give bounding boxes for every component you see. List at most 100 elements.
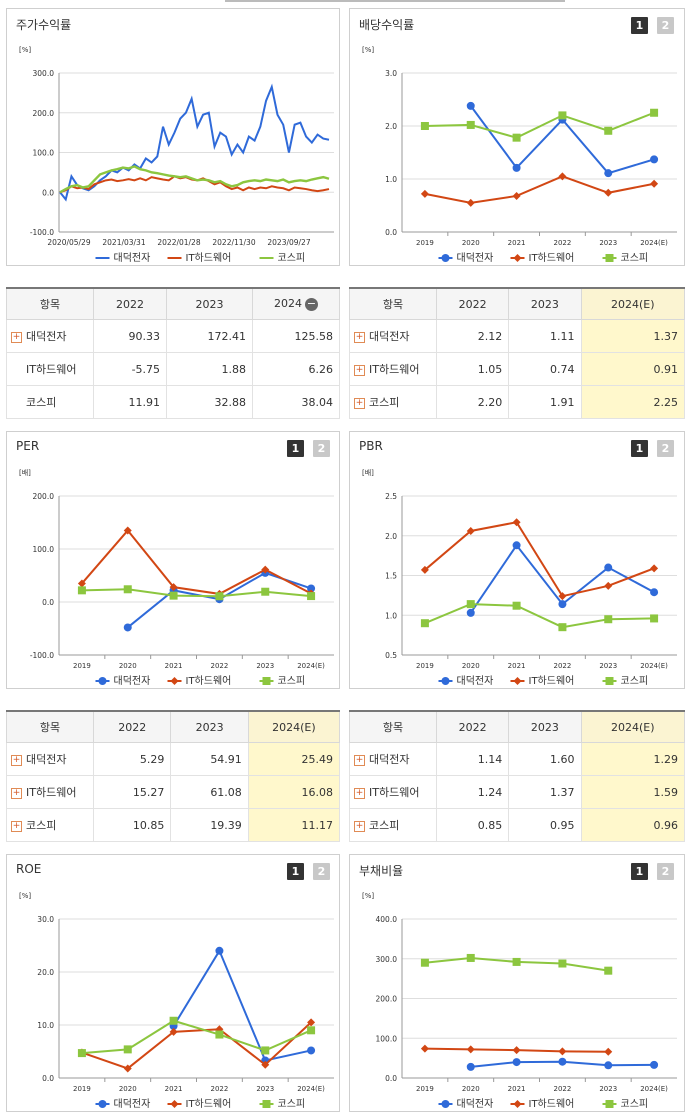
x-tick-label: 2024(E) xyxy=(640,1085,668,1093)
expand-plus-icon[interactable]: + xyxy=(11,787,22,799)
cell-value: 125.58 xyxy=(252,319,340,353)
cell-value: 54.91 xyxy=(170,742,249,776)
row-name: IT하드웨어 xyxy=(6,352,94,386)
data-point xyxy=(77,579,86,588)
table-row: 코스피 11.91 32.88 38.04 xyxy=(6,385,340,419)
data-point xyxy=(215,1030,224,1039)
expand-plus-icon[interactable]: + xyxy=(354,787,365,799)
legend-item[interactable]: IT하드웨어 xyxy=(510,251,575,264)
page-2-button[interactable]: 2 xyxy=(313,440,330,457)
row-name: + 코스피 xyxy=(6,808,94,842)
data-point xyxy=(650,614,659,623)
panel-title: 배당수익률 xyxy=(359,18,415,32)
legend-marker xyxy=(98,677,107,685)
table-row: IT하드웨어 -5.75 1.88 6.26 xyxy=(6,352,340,386)
header-year: 2024(E) xyxy=(580,287,686,320)
legend-item[interactable]: IT하드웨어 xyxy=(167,251,232,264)
page-1-button[interactable]: 1 xyxy=(631,440,648,457)
legend-item[interactable]: 대덕전자 xyxy=(438,675,494,687)
legend-label: 코스피 xyxy=(278,252,306,264)
series-IT하드웨어 xyxy=(420,172,659,207)
page-1-button[interactable]: 1 xyxy=(287,440,304,457)
x-tick-label: 2023/09/27 xyxy=(267,238,310,247)
page-2-button[interactable]: 2 xyxy=(657,17,674,34)
expand-plus-icon[interactable]: + xyxy=(11,754,22,766)
header-year: 2024− xyxy=(252,287,340,320)
data-point xyxy=(512,163,521,172)
y-tick-label: 1.0 xyxy=(385,175,397,184)
header-year: 2022 xyxy=(435,710,510,743)
expand-plus-icon[interactable]: + xyxy=(354,820,365,832)
header-item: 항목 xyxy=(349,287,437,320)
legend-item[interactable]: 코스피 xyxy=(259,675,306,687)
cell-value: 1.14 xyxy=(435,742,510,776)
unit-label: [%] xyxy=(362,46,374,54)
table-row: + IT하드웨어 1.24 1.37 1.59 xyxy=(349,775,686,809)
page-1-button[interactable]: 1 xyxy=(631,863,648,880)
cell-value: 0.91 xyxy=(580,352,686,386)
data-point xyxy=(261,587,270,596)
data-point xyxy=(215,592,224,601)
panel-title: 주가수익률 xyxy=(16,18,72,32)
data-point xyxy=(420,958,429,967)
minus-icon[interactable]: − xyxy=(305,296,319,311)
x-tick-label: 2024(E) xyxy=(297,1085,325,1093)
cell-value: 0.74 xyxy=(508,352,582,386)
data-point xyxy=(604,169,613,178)
data-point xyxy=(604,126,613,135)
panel-pbr: PBR 1 2 [배] 2.5 2.0 1.5 1.0 0.5 2019 2020 2021 20… xyxy=(349,431,685,689)
debt-ratio-chart: [%] 400.0 300.0 200.0 100.0 0.0 2019 2020 2021 20… xyxy=(362,892,677,1110)
cell-value: 0.95 xyxy=(508,808,582,842)
stock-return-table: 항목 2022 2023 2024− + 대덕전자 90.33 172.41 125.58 IT하… xyxy=(6,287,340,419)
legend-item[interactable]: 대덕전자 xyxy=(438,252,494,264)
expand-plus-icon[interactable]: + xyxy=(11,820,22,832)
expand-plus-icon[interactable]: + xyxy=(354,364,365,376)
legend-label: 코스피 xyxy=(621,1098,649,1110)
legend-item[interactable]: 대덕전자 xyxy=(95,675,151,687)
row-name: 코스피 xyxy=(6,385,94,419)
legend-item[interactable]: IT하드웨어 xyxy=(510,674,575,687)
legend-item[interactable]: 코스피 xyxy=(259,1098,306,1110)
page-1-button[interactable]: 1 xyxy=(631,17,648,34)
expand-plus-icon[interactable]: + xyxy=(11,331,22,343)
series-line xyxy=(81,1021,312,1070)
data-point xyxy=(512,133,521,142)
data-point xyxy=(77,1049,86,1058)
per-chart: [배] 200.0 100.0 0.0 -100.0 2019 2020 2021 2022 20… xyxy=(19,468,334,687)
unit-label: [배] xyxy=(362,468,374,477)
legend-item[interactable]: 코스피 xyxy=(602,1098,649,1110)
legend-item[interactable]: 코스피 xyxy=(602,675,649,687)
legend-item[interactable]: IT하드웨어 xyxy=(510,1097,575,1110)
page-2-button[interactable]: 2 xyxy=(657,863,674,880)
series-코스피 xyxy=(420,600,659,632)
cell-value: -5.75 xyxy=(92,352,168,386)
legend-item[interactable]: 코스피 xyxy=(259,252,306,264)
page-2-button[interactable]: 2 xyxy=(313,863,330,880)
legend-item[interactable]: 대덕전자 xyxy=(438,1098,494,1110)
legend-label: 대덕전자 xyxy=(457,252,494,264)
header-year: 2022 xyxy=(435,287,510,320)
legend-item[interactable]: IT하드웨어 xyxy=(167,674,232,687)
legend-label: IT하드웨어 xyxy=(529,1097,575,1110)
series-line xyxy=(424,521,655,598)
row-name: + 코스피 xyxy=(349,385,437,419)
expand-plus-icon[interactable]: + xyxy=(354,331,365,343)
expand-plus-icon[interactable]: + xyxy=(354,397,365,409)
legend-item[interactable]: 코스피 xyxy=(602,252,649,264)
data-point xyxy=(558,592,567,601)
cell-value: 1.37 xyxy=(580,319,686,353)
legend-item[interactable]: 대덕전자 xyxy=(95,1098,151,1110)
data-point xyxy=(123,1045,132,1054)
legend-item[interactable]: IT하드웨어 xyxy=(167,1097,232,1110)
data-point xyxy=(650,1060,659,1069)
panel-debt-ratio: 부채비율 1 2 [%] 400.0 300.0 200.0 100.0 0.0 2019 2… xyxy=(349,854,685,1112)
page-2-button[interactable]: 2 xyxy=(657,440,674,457)
top-strip xyxy=(225,0,565,2)
x-tick-label: 2022 xyxy=(554,662,572,670)
legend-item[interactable]: 대덕전자 xyxy=(95,252,151,264)
series-코스피 xyxy=(420,953,613,975)
legend-label: 대덕전자 xyxy=(114,252,151,264)
legend-label: 코스피 xyxy=(278,1098,306,1110)
expand-plus-icon[interactable]: + xyxy=(354,754,365,766)
page-1-button[interactable]: 1 xyxy=(287,863,304,880)
